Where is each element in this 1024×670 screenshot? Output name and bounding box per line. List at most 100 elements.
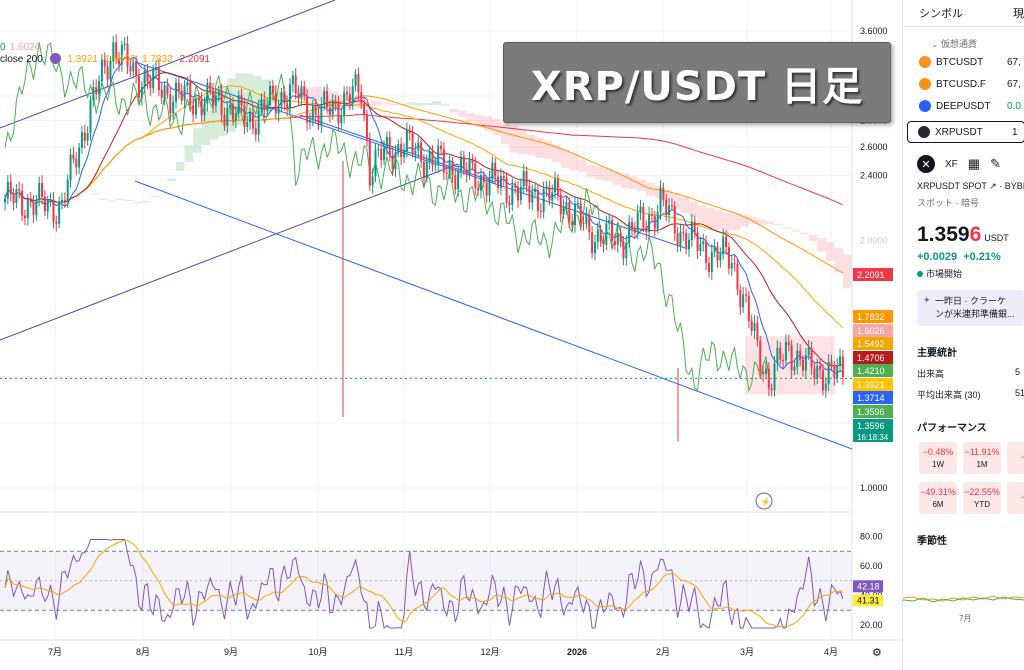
ichimoku-cloud-segment (808, 235, 818, 241)
candle-body (576, 202, 579, 205)
watchlist-row-btcusdt[interactable]: BTCUSDT 67, (903, 51, 1024, 73)
candle-body (437, 145, 440, 166)
candle-body (440, 145, 443, 150)
header-price[interactable]: 現 (1013, 8, 1024, 20)
x-tick-label: 9月 (224, 647, 238, 657)
candle-body (836, 364, 839, 378)
watchlist-header: シンボル 現 (903, 0, 1024, 27)
candle-body (323, 91, 326, 104)
candle-body (468, 159, 471, 175)
perf-cell-3m[interactable]: −3 (1007, 442, 1024, 474)
candle-body (585, 214, 588, 224)
watchlist-row-btcusdf[interactable]: BTCUSD.F 67, (903, 73, 1024, 95)
candle-body (628, 222, 631, 243)
candle-body (742, 294, 745, 308)
news-card[interactable]: ✦ 一昨日 · クラーケ ンが米連邦準備銀... (917, 290, 1024, 326)
ichimoku-cloud-segment (509, 125, 518, 153)
grid-icon[interactable]: ▦ (967, 156, 981, 171)
price-label-text: 1.3714 (857, 393, 885, 403)
candle-body (656, 212, 659, 229)
candle-body (582, 222, 585, 224)
candle-body (300, 86, 303, 99)
candle-body (568, 202, 571, 222)
ichimoku-cloud-segment (406, 102, 416, 105)
candle-body (474, 162, 477, 189)
candle-body (821, 369, 824, 391)
candle-body (787, 341, 790, 346)
ichimoku-cloud-segment (791, 230, 801, 232)
candle-body (827, 361, 830, 384)
chart-area[interactable]: 7月8月9月10月11月12月20262月3月4月3.60003.00002.8… (0, 0, 902, 670)
ichimoku-cloud-segment (748, 217, 758, 224)
ichimoku-cloud-segment (99, 198, 108, 200)
candle-body (283, 92, 286, 104)
legend-fragment-value: 1.6026 (9, 42, 41, 53)
ichimoku-cloud-segment (167, 178, 176, 182)
change-abs: +0.0029 (917, 251, 958, 263)
candle-body (471, 159, 474, 163)
candle-body (502, 175, 505, 179)
candle-body (736, 263, 739, 291)
settings-icon[interactable] (49, 53, 61, 64)
candle-body (123, 43, 126, 46)
candle-body (75, 158, 78, 168)
edit-icon[interactable]: ✎ (990, 156, 1001, 171)
candle-body (92, 86, 95, 101)
season-tick: 7月 (959, 614, 971, 623)
perf-cell-1y[interactable]: −4 (1007, 482, 1024, 514)
watch-symbol: BTCUSDT (936, 56, 984, 68)
falling-channel-upper (134, 61, 686, 249)
candle-body (169, 94, 172, 114)
watchlist-row-deepusdt[interactable]: DEEPUSDT 0.0 (903, 95, 1024, 117)
candle-body (306, 96, 309, 123)
perf-cell-ytd[interactable]: −22.55% YTD (963, 482, 1001, 514)
candle-body (388, 137, 391, 156)
axis-settings-icon[interactable]: ⚙ (872, 647, 882, 659)
symbol-detail-header: ✕ XF ▦ ✎ (903, 143, 1024, 173)
candle-body (593, 242, 596, 254)
rsi-y-tick-label: 60.00 (860, 561, 883, 571)
candle-body (365, 114, 368, 140)
rsi-ma-value-box (853, 594, 883, 607)
candle-body (400, 144, 403, 158)
ichimoku-cloud-segment (304, 87, 313, 100)
candle-body (705, 241, 708, 264)
candle-body (534, 190, 537, 192)
perf-cell-1m[interactable]: −11.91% 1M (963, 442, 1001, 474)
stat-label: 平均出来高 (30) (917, 390, 981, 400)
spot-line[interactable]: XRPUSDT SPOT ↗ · BYBI (917, 181, 1024, 191)
spot-sub: スポット · 暗号 (917, 198, 979, 208)
ichimoku-cloud-segment (312, 86, 322, 102)
perf-cell-1w[interactable]: −0.48% 1W (919, 442, 957, 474)
detail-symbol: XF (945, 158, 958, 170)
candle-body (21, 190, 24, 216)
candle-body (303, 86, 306, 97)
candle-body (479, 175, 482, 191)
candle-body (23, 215, 26, 219)
section-crypto[interactable]: ⌄ 仮想通貨 (903, 27, 1024, 51)
candle-body (767, 368, 770, 389)
candle-body (163, 85, 166, 98)
candle-body (237, 95, 240, 114)
candle-body (796, 350, 799, 367)
candle-body (383, 147, 386, 161)
candle-body (645, 227, 648, 233)
ichimoku-cloud-segment (158, 189, 168, 191)
lightning-icon[interactable] (755, 492, 773, 510)
candle-body (519, 186, 522, 201)
price-label-text: 1.6026 (857, 326, 885, 336)
header-symbol[interactable]: シンボル (919, 8, 963, 20)
performance-grid: −0.48%1W −11.91%1M −3 −49.31%6M −22.55%Y… (903, 434, 1024, 514)
candle-body (291, 75, 294, 85)
candle-body (297, 93, 300, 99)
ichimoku-cloud-segment (560, 149, 570, 168)
candle-body (115, 42, 118, 59)
candle-body (232, 104, 234, 121)
price-label-box (853, 378, 893, 391)
ma-100-line (47, 95, 844, 274)
candle-body (46, 200, 49, 212)
watchlist-row-xrpusdt[interactable]: XRPUSDT 1 (907, 121, 1024, 143)
candle-body (830, 361, 833, 366)
perf-cell-6m[interactable]: −49.31% 6M (919, 482, 957, 514)
ichimoku-cloud-segment (697, 205, 707, 223)
